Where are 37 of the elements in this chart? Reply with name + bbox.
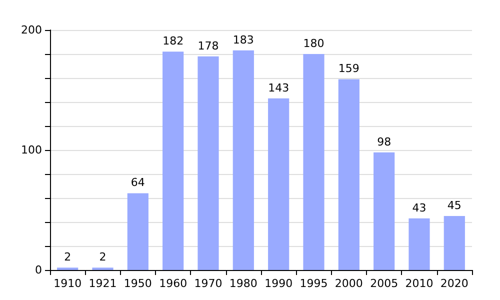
x-tick-label: 1960	[159, 277, 188, 290]
data-label: 64	[130, 176, 145, 190]
x-tick-label: 1910	[54, 277, 82, 290]
x-tick-label: 1970	[194, 277, 222, 290]
data-label: 178	[198, 39, 219, 52]
x-tick-label: 1950	[124, 277, 152, 290]
x-tick-label: 1980	[229, 277, 258, 290]
bar	[408, 218, 430, 270]
bar	[198, 56, 219, 270]
x-tick-label: 1990	[264, 277, 293, 290]
y-tick-label: 0	[35, 264, 42, 276]
bar	[162, 52, 184, 270]
data-label: 180	[303, 37, 324, 50]
x-tick-label: 2020	[440, 277, 468, 290]
data-label: 98	[377, 135, 392, 148]
bar	[232, 50, 254, 270]
bar	[303, 54, 324, 270]
y-tick-label: 200	[21, 24, 42, 36]
x-tick-label: 2000	[334, 277, 363, 290]
bar	[444, 216, 465, 270]
x-tick-label: 1995	[300, 277, 328, 290]
data-label: 143	[268, 81, 290, 94]
bar	[127, 193, 148, 270]
y-tick-label: 100	[21, 144, 42, 156]
data-label: 2	[99, 250, 106, 264]
bar	[338, 79, 360, 270]
bar	[374, 152, 395, 270]
x-tick-label: 1921	[88, 277, 117, 290]
data-label: 2	[64, 250, 72, 264]
data-label: 159	[338, 62, 360, 76]
data-label: 183	[232, 33, 254, 46]
data-label: 43	[412, 201, 426, 214]
data-label: 182	[162, 34, 184, 48]
bar	[268, 98, 290, 270]
x-tick-label: 2010	[405, 277, 434, 290]
x-tick-label: 2005	[370, 277, 398, 290]
data-label: 45	[447, 199, 462, 212]
